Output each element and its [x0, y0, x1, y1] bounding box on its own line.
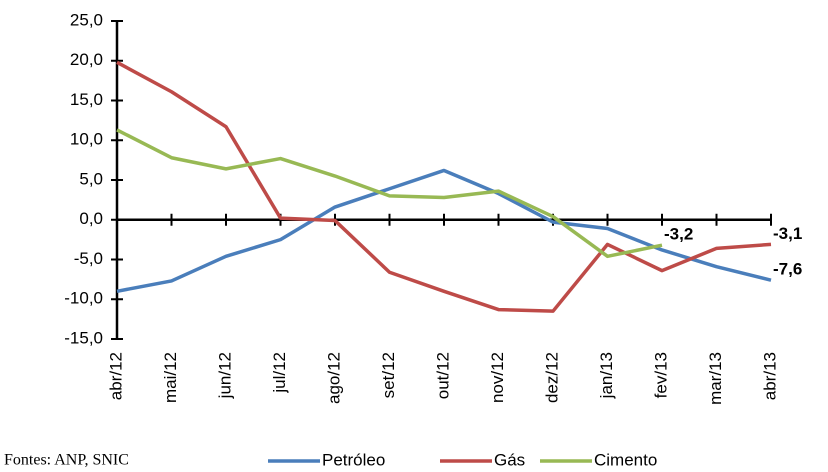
value-label: -7,6 [773, 260, 802, 279]
legend-label: Gás [494, 450, 525, 469]
y-tick-label: -10,0 [64, 289, 103, 308]
x-tick-label: set/12 [379, 352, 398, 398]
x-tick-label: nov/12 [488, 352, 507, 403]
y-tick-label: 5,0 [79, 169, 103, 188]
x-tick-label: jul/12 [270, 352, 289, 394]
x-tick-label: abr/13 [760, 352, 779, 400]
x-tick-label: ago/12 [324, 352, 343, 404]
x-tick-label: abr/12 [106, 352, 125, 400]
x-tick-label: jan/13 [597, 352, 616, 399]
x-tick-label: jun/12 [215, 352, 234, 399]
y-tick-label: 0,0 [79, 209, 103, 228]
y-tick-label: 10,0 [70, 130, 103, 149]
x-tick-label: dez/12 [542, 352, 561, 403]
x-tick-label: fev/13 [651, 352, 670, 398]
legend-label: Cimento [594, 450, 657, 469]
series-line [116, 168, 772, 294]
y-tick-label: 25,0 [70, 10, 103, 29]
x-tick-label: mai/12 [161, 352, 180, 403]
y-tick-label: -5,0 [74, 249, 103, 268]
y-tick-label: 20,0 [70, 50, 103, 69]
y-tick-label: -15,0 [64, 328, 103, 347]
x-tick-label: mar/13 [706, 352, 725, 405]
series-line [116, 60, 772, 313]
value-label: -3,1 [773, 224, 802, 243]
y-tick-label: 15,0 [70, 90, 103, 109]
series-line [116, 128, 663, 259]
value-label: -3,2 [664, 225, 693, 244]
legend-label: Petróleo [322, 450, 385, 469]
source-note: Fontes: ANP, SNIC [4, 452, 129, 469]
x-tick-label: out/12 [433, 352, 452, 399]
